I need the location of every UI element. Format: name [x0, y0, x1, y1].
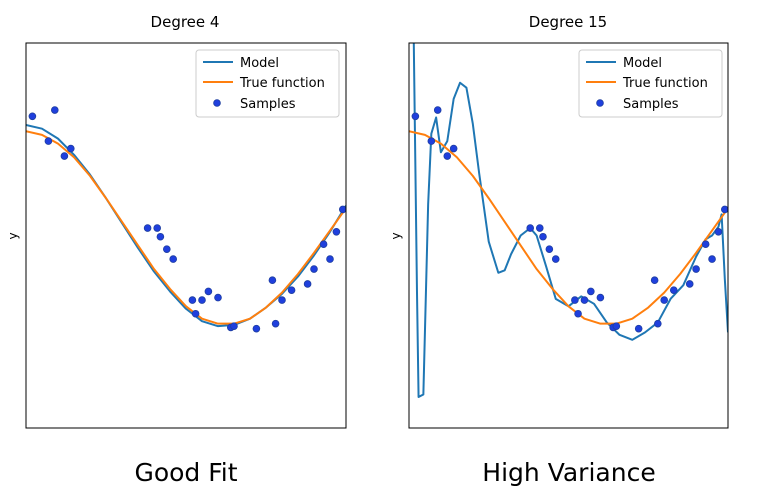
- sample-point: [571, 296, 579, 304]
- legend: Model True function Samples: [195, 49, 340, 118]
- sample-point: [526, 224, 535, 232]
- sample-point: [701, 240, 710, 248]
- sample-point: [50, 106, 59, 114]
- sample-point: [574, 309, 582, 318]
- sample-point: [191, 309, 200, 318]
- sample-point: [714, 227, 723, 236]
- y-axis-label: y: [6, 232, 20, 239]
- sample-point: [287, 286, 296, 294]
- sample-point: [156, 232, 165, 241]
- sample-point: [545, 245, 554, 253]
- sample-point: [252, 324, 261, 333]
- legend-true-function-label: True function: [622, 76, 708, 91]
- caption-high-variance: High Variance: [482, 458, 656, 487]
- legend-box: [578, 49, 723, 118]
- sample-point: [339, 205, 346, 214]
- axes-frame: [408, 42, 729, 429]
- chart-title: Degree 4: [151, 13, 220, 31]
- sample-point: [580, 296, 589, 304]
- chart-panel-degree-4: Degree 4 y Model True function Samples: [6, 13, 347, 429]
- sample-point: [634, 324, 643, 333]
- chart-title: Degree 15: [529, 13, 607, 31]
- true-function-line: [26, 130, 346, 325]
- sample-point: [654, 319, 662, 328]
- sample-point: [268, 276, 277, 285]
- legend-true-function-label: True function: [239, 76, 325, 91]
- sample-point: [230, 322, 238, 330]
- sample-point: [449, 144, 458, 153]
- sample-point: [204, 287, 213, 296]
- sample-point: [332, 227, 341, 236]
- sample-point: [411, 112, 420, 121]
- legend-samples-marker: [596, 99, 604, 107]
- true-function-line: [409, 130, 728, 325]
- chart-panel-degree-15: Degree 15 y Model True function Samples: [389, 13, 729, 429]
- sample-point: [44, 137, 53, 145]
- caption-good-fit: Good Fit: [134, 458, 238, 487]
- sample-point: [143, 224, 152, 232]
- sample-point: [60, 152, 69, 160]
- sample-point: [685, 280, 694, 288]
- legend: Model True function Samples: [578, 49, 723, 118]
- legend-model-label: Model: [623, 56, 662, 71]
- axes-frame: [25, 42, 347, 429]
- sample-point: [271, 319, 280, 328]
- legend-model-label: Model: [240, 56, 279, 71]
- legend-samples-marker: [213, 99, 221, 107]
- sample-point: [153, 224, 162, 232]
- sample-point: [708, 255, 716, 263]
- sample-point: [326, 255, 334, 263]
- sample-point: [214, 293, 222, 302]
- sample-point: [303, 280, 312, 288]
- legend-samples-label: Samples: [240, 97, 296, 112]
- sample-point: [188, 296, 197, 304]
- sample-point: [319, 240, 328, 248]
- sample-point: [278, 296, 286, 304]
- y-axis-label: y: [389, 232, 403, 239]
- sample-point: [310, 265, 318, 273]
- sample-point: [539, 232, 547, 241]
- sample-point: [551, 255, 560, 263]
- sample-point: [169, 255, 178, 263]
- sample-point: [721, 205, 728, 214]
- plot-area: [26, 106, 346, 333]
- sample-point: [163, 245, 171, 253]
- legend-box: [195, 49, 340, 118]
- sample-point: [67, 144, 75, 153]
- sample-point: [660, 296, 668, 304]
- sample-point: [433, 106, 442, 114]
- model-line: [412, 43, 728, 398]
- sample-point: [535, 224, 544, 232]
- sample-point: [28, 112, 37, 121]
- sample-point: [596, 293, 605, 302]
- legend-samples-label: Samples: [623, 97, 679, 112]
- plot-area: [409, 43, 728, 398]
- model-line: [26, 123, 346, 328]
- sample-point: [669, 286, 678, 294]
- sample-point: [443, 152, 452, 160]
- sample-point: [650, 276, 659, 285]
- sample-point: [612, 322, 621, 330]
- sample-point: [198, 296, 206, 304]
- sample-point: [587, 287, 595, 296]
- sample-point: [692, 265, 700, 273]
- sample-point: [427, 137, 436, 145]
